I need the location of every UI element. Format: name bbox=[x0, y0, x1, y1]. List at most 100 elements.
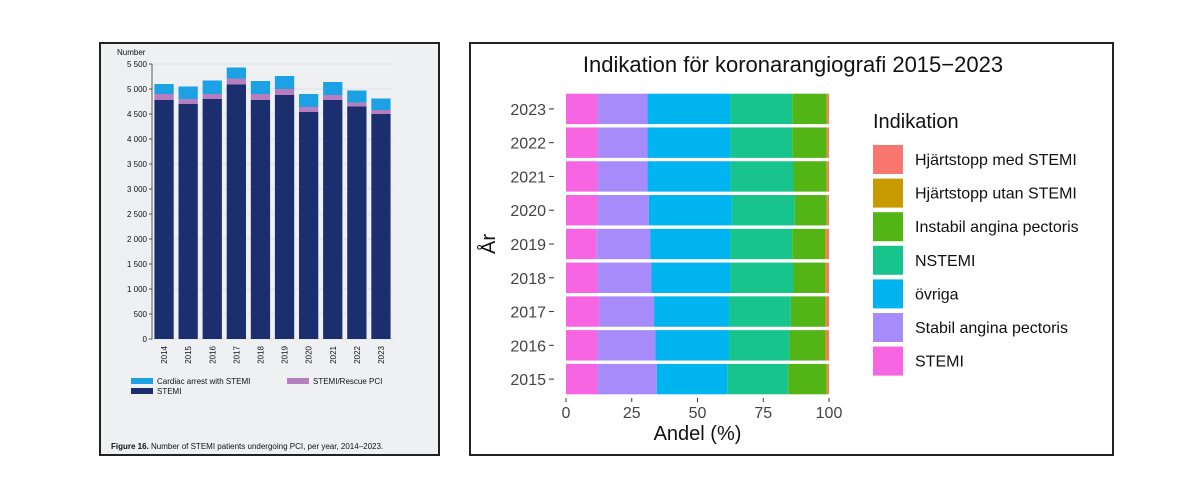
legend-label: övriga bbox=[915, 286, 959, 303]
bar-segment bbox=[727, 363, 789, 395]
bar-segment bbox=[597, 195, 649, 226]
bar-segment bbox=[794, 195, 827, 226]
bar-segment bbox=[731, 195, 795, 226]
bar-segment bbox=[597, 363, 657, 395]
bar-segment bbox=[566, 127, 598, 158]
bar-segment bbox=[792, 93, 827, 125]
legend-swatch bbox=[131, 378, 153, 384]
bar-segment bbox=[647, 127, 731, 158]
legend-label: NSTEMI bbox=[915, 253, 975, 270]
bar-segment bbox=[597, 262, 652, 293]
y-tick-label: 500 bbox=[134, 310, 148, 319]
bar-segment bbox=[826, 296, 829, 327]
bar-segment bbox=[371, 110, 391, 114]
bar-segment bbox=[730, 127, 793, 158]
legend-swatch bbox=[873, 346, 903, 376]
x-tick-label: 0 bbox=[562, 405, 571, 422]
bar-segment bbox=[825, 262, 827, 293]
bar-segment bbox=[154, 100, 174, 339]
legend-label: Hjärtstopp med STEMI bbox=[915, 152, 1077, 169]
legend-swatch bbox=[873, 245, 903, 275]
bar-segment bbox=[648, 195, 732, 226]
x-tick-label: 2017 bbox=[232, 345, 241, 363]
bar-segment bbox=[790, 296, 826, 327]
legend-swatch bbox=[873, 145, 903, 174]
bar-segment bbox=[826, 93, 828, 125]
y-tick-label: 2023 bbox=[510, 102, 546, 119]
bar-segment bbox=[826, 262, 829, 293]
bar-segment bbox=[647, 93, 731, 125]
x-axis-label: Andel (%) bbox=[654, 423, 742, 445]
bar-segment bbox=[299, 112, 319, 339]
x-tick-label: 2020 bbox=[305, 345, 314, 363]
figure-caption: Figure 16. Number of STEMI patients unde… bbox=[111, 442, 383, 451]
bar-segment bbox=[250, 100, 271, 339]
bar-segment bbox=[566, 228, 597, 260]
legend-label: Stabil angina pectoris bbox=[915, 320, 1068, 337]
legend-swatch bbox=[131, 388, 153, 394]
bar-segment bbox=[178, 104, 198, 339]
bar-segment bbox=[597, 127, 648, 158]
bar-segment bbox=[655, 330, 730, 361]
bar-segment bbox=[566, 296, 599, 327]
y-tick-label: 4 000 bbox=[127, 135, 148, 144]
bar-segment bbox=[729, 296, 791, 327]
bar-segment bbox=[566, 363, 598, 395]
bar-segment bbox=[323, 100, 343, 339]
y-tick-label: 2020 bbox=[510, 203, 546, 220]
bar-segment bbox=[347, 102, 367, 107]
bar-segment bbox=[371, 114, 391, 339]
bar-segment bbox=[827, 93, 829, 125]
bar-segment bbox=[730, 161, 794, 192]
bar-segment bbox=[347, 90, 367, 103]
bar-segment bbox=[651, 262, 731, 293]
legend-swatch bbox=[873, 313, 903, 342]
bar-segment bbox=[323, 95, 343, 100]
legend-swatch bbox=[287, 378, 309, 384]
bar-segment bbox=[347, 106, 367, 339]
bar-segment bbox=[730, 262, 794, 293]
bar-segment bbox=[788, 363, 827, 395]
caption-label: Figure 16. bbox=[111, 442, 149, 451]
bar-segment bbox=[250, 81, 271, 94]
x-tick-label: 75 bbox=[754, 405, 772, 422]
y-tick-label: 3 500 bbox=[127, 160, 148, 169]
bar-segment bbox=[566, 161, 598, 192]
bar-segment bbox=[596, 228, 651, 260]
bar-segment bbox=[202, 94, 222, 99]
bar-segment bbox=[792, 127, 827, 158]
x-tick-label: 2019 bbox=[281, 345, 290, 363]
y-tick-label: 2016 bbox=[510, 338, 546, 355]
stemi-pci-chart: Number 0 500 1 000 1 500 2 000 2 500 3 000 3 500… bbox=[117, 48, 393, 396]
bar-segment bbox=[825, 296, 827, 327]
bar-segment bbox=[178, 99, 198, 104]
y-tick-label: 2 000 bbox=[127, 235, 148, 244]
bar-segment bbox=[226, 67, 246, 79]
legend-label: STEMI bbox=[915, 354, 964, 371]
y-tick-label: 2017 bbox=[510, 305, 546, 322]
bar-segment bbox=[226, 78, 246, 85]
y-tick-label: 2015 bbox=[510, 372, 546, 389]
x-tick-label: 2014 bbox=[160, 345, 169, 363]
y-tick-label: 1 500 bbox=[127, 260, 148, 269]
bar-segment bbox=[730, 228, 793, 260]
x-tick-label: 2022 bbox=[353, 345, 362, 363]
bar-segment bbox=[789, 330, 826, 361]
bar-segment bbox=[827, 363, 829, 395]
bar-segment bbox=[826, 330, 829, 361]
y-tick-label: 2022 bbox=[510, 136, 546, 153]
bar-segment bbox=[792, 228, 826, 260]
indication-figure-panel: Indikation för koronarangiografi 2015−20… bbox=[469, 42, 1114, 456]
bar-segment bbox=[729, 330, 790, 361]
bar-segment bbox=[598, 296, 655, 327]
bar-segment bbox=[597, 161, 648, 192]
bar-segment bbox=[202, 80, 222, 94]
bar-segment bbox=[827, 195, 829, 226]
bar-segment bbox=[566, 93, 598, 125]
legend-label: STEMI/Rescue PCI bbox=[313, 377, 382, 386]
bar-segment bbox=[299, 94, 319, 107]
bar-segment bbox=[299, 107, 319, 112]
bar-segment bbox=[178, 86, 198, 99]
chart-title: Indikation för koronarangiografi 2015−20… bbox=[583, 52, 1003, 77]
legend-title: Indikation bbox=[873, 111, 959, 133]
